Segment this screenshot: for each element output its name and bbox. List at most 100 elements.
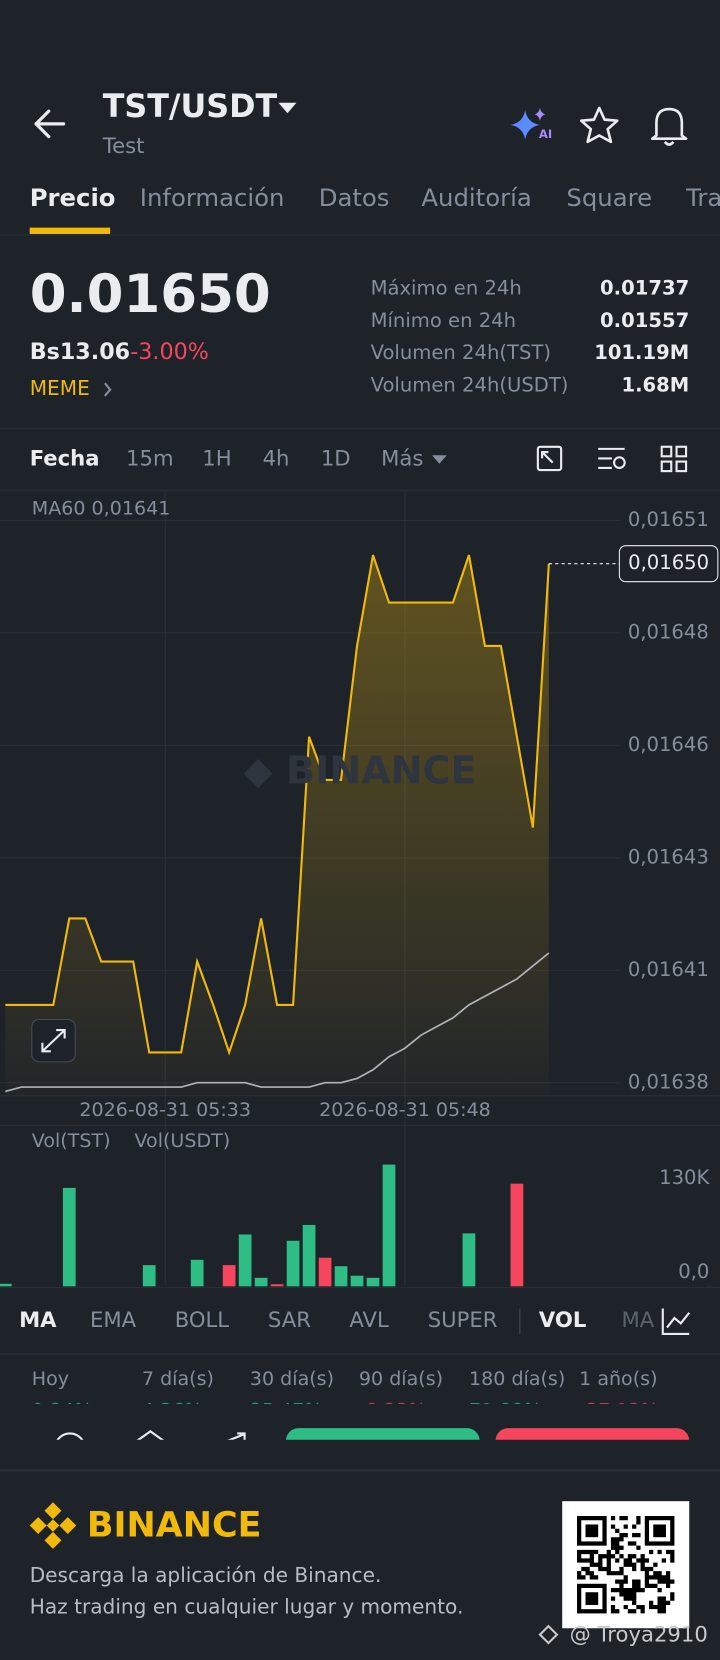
action-bar <box>55 1428 690 1470</box>
y-tick-label: 0,01646 <box>628 733 709 756</box>
brand-name: BINANCE <box>87 1506 262 1546</box>
indicator-tab[interactable]: SUPER <box>428 1307 498 1332</box>
stat-label: Volumen 24h(USDT) <box>371 373 569 396</box>
qr-finder <box>653 1524 666 1538</box>
indicator-tab[interactable]: MA <box>19 1307 57 1332</box>
volume-bar <box>462 1233 476 1287</box>
tab[interactable]: Square <box>566 183 652 212</box>
period-label: Hoy <box>32 1368 69 1390</box>
tab[interactable]: Precio <box>30 183 116 212</box>
indicator-tab[interactable]: MA <box>621 1307 654 1332</box>
promo-text: Descarga la aplicación de Binance. <box>30 1563 382 1587</box>
toolbar-icon[interactable] <box>536 445 563 472</box>
action-icon[interactable] <box>217 1432 246 1445</box>
ai-button[interactable]: AI <box>510 107 552 141</box>
action-icon[interactable] <box>55 1432 85 1463</box>
promo-text: Haz trading en cualquier lugar y momento… <box>30 1595 464 1619</box>
tab[interactable]: Tra <box>685 183 720 212</box>
y-tick-label: 0,01648 <box>628 620 709 643</box>
watermark: @ Troya2910 <box>570 1622 708 1647</box>
volume-bar <box>334 1266 348 1287</box>
period-label: 90 día(s) <box>359 1368 443 1390</box>
volume-bar <box>366 1277 380 1287</box>
y-tick-label: 0,01641 <box>628 958 709 981</box>
volume-bar <box>190 1259 204 1287</box>
price-line <box>5 554 550 1056</box>
dropdown-caret[interactable] <box>278 102 297 114</box>
period-label: 180 día(s) <box>469 1368 565 1390</box>
period-label: 1 año(s) <box>579 1368 657 1390</box>
price-area <box>5 555 549 1096</box>
tag[interactable]: MEME <box>30 376 90 400</box>
qr-finder <box>585 1524 599 1538</box>
indicator-settings[interactable] <box>661 1308 691 1335</box>
timeframe[interactable]: 1H <box>202 445 231 470</box>
period-change: -37.12% <box>579 1400 659 1422</box>
stat-label: Máximo en 24h <box>371 277 522 300</box>
svg-text:AI: AI <box>539 127 552 141</box>
volume-bar <box>254 1277 268 1287</box>
timeframe[interactable]: 1D <box>321 445 351 470</box>
y-tick-label: 0,01651 <box>628 508 709 531</box>
period-change: -8.23% <box>359 1400 426 1422</box>
volume-bar <box>510 1183 524 1287</box>
performance-values: 0.24% 4.36% 35.47% -8.23% 71.88% -37.12% <box>32 1400 659 1422</box>
pair-subtitle: Test <box>102 133 145 158</box>
volume-label: Vol(USDT) <box>135 1130 231 1152</box>
indicator-tab[interactable]: AVL <box>349 1307 389 1332</box>
y-tick-label: 0,01643 <box>628 845 709 868</box>
period-change: 35.47% <box>250 1400 323 1422</box>
more-caret[interactable] <box>431 455 447 464</box>
volume-bar <box>222 1265 236 1287</box>
y-tick-label: 130K <box>659 1166 710 1189</box>
timeframe[interactable]: 15m <box>126 445 174 470</box>
toolbar-icon[interactable] <box>660 445 688 473</box>
indicator-label: MA60 0,01641 <box>32 498 171 520</box>
timeframe[interactable]: Fecha <box>30 445 100 470</box>
toolbar-icon[interactable] <box>598 447 626 469</box>
buy-button[interactable] <box>285 1428 480 1470</box>
x-tick-label: 2026-08-31 05:33 <box>79 1099 251 1121</box>
period-change: 71.88% <box>469 1400 542 1422</box>
watermark-icon <box>538 1624 559 1645</box>
x-tick-label: 2026-08-31 05:48 <box>319 1099 491 1121</box>
tab[interactable]: Información <box>140 183 285 212</box>
timeframe[interactable]: 4h <box>263 445 290 470</box>
volume-label: Vol(TST) <box>32 1130 111 1152</box>
expand-button[interactable] <box>31 1018 76 1063</box>
volume-bar <box>238 1234 252 1287</box>
volume-bar <box>382 1164 396 1287</box>
ma-line <box>5 952 550 1093</box>
stat-value: 101.19M <box>594 341 689 364</box>
favorite-button[interactable] <box>579 106 619 144</box>
tab-underline <box>29 227 111 234</box>
action-icon[interactable] <box>136 1430 166 1461</box>
tag-chevron[interactable] <box>104 382 112 397</box>
indicator-tab[interactable]: VOL <box>539 1307 586 1332</box>
indicator-tab[interactable]: EMA <box>90 1307 137 1332</box>
tab[interactable]: Datos <box>319 183 390 212</box>
back-button[interactable] <box>34 109 66 139</box>
pair-title[interactable]: TST/USDT <box>103 89 278 125</box>
indicator-tab[interactable]: SAR <box>268 1307 311 1332</box>
indicator-tab[interactable]: BOLL <box>175 1307 230 1332</box>
period-change: 4.36% <box>142 1400 203 1422</box>
last-price: 0.01650 <box>30 264 271 325</box>
qr-finder <box>585 1592 599 1605</box>
alert-button[interactable] <box>650 107 688 146</box>
volume-bar <box>350 1275 364 1287</box>
stat-label: Mínimo en 24h <box>371 309 516 332</box>
volume-bar <box>318 1257 332 1287</box>
sell-button[interactable] <box>495 1428 690 1470</box>
y-tick-label: 0,0 <box>678 1260 709 1283</box>
volume-bar <box>302 1224 316 1287</box>
volume-bar <box>142 1265 156 1287</box>
period-label: 7 día(s) <box>142 1368 214 1390</box>
tab[interactable]: Auditoría <box>421 183 531 212</box>
stat-label: Volumen 24h(TST) <box>371 341 551 364</box>
volume-bar <box>62 1187 76 1287</box>
timeframe[interactable]: Más <box>381 445 423 470</box>
fiat-price: Bs13.06 <box>30 339 130 365</box>
